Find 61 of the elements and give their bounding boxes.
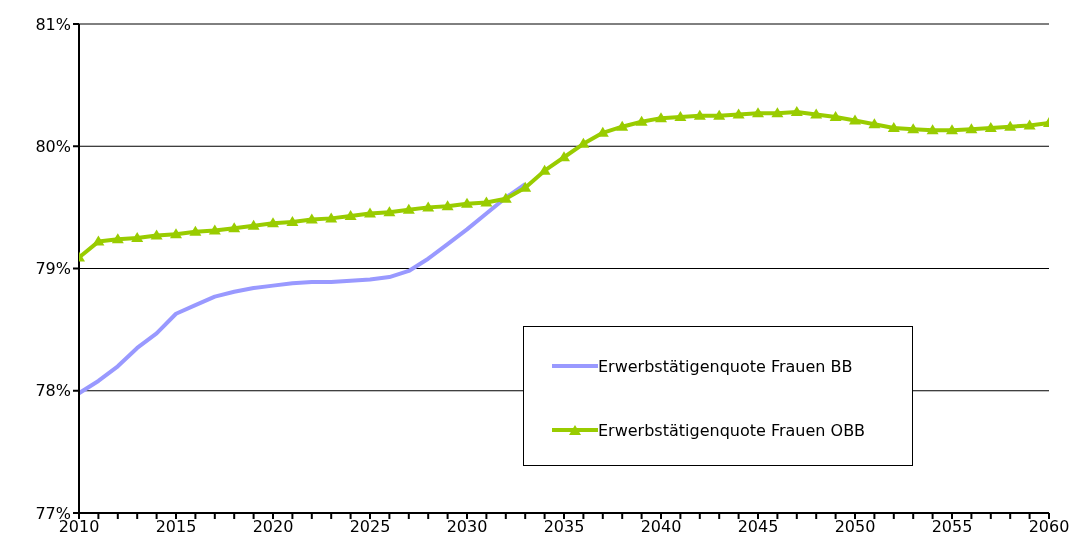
point [946, 124, 958, 135]
point [286, 216, 299, 227]
point [131, 231, 144, 242]
point [344, 209, 357, 220]
point [170, 228, 182, 239]
y-tick-label: 80% [35, 136, 71, 156]
point [422, 201, 435, 212]
point [441, 200, 454, 211]
point [810, 108, 823, 119]
point [1004, 120, 1017, 131]
x-tick-label: 2015 [155, 517, 197, 537]
point [965, 123, 978, 134]
point [771, 107, 784, 118]
x-tick-label: 2030 [446, 517, 488, 537]
point [655, 112, 667, 123]
point [635, 115, 648, 126]
point [790, 106, 803, 117]
x-tick-label: 2035 [543, 517, 585, 537]
point [868, 118, 881, 129]
point [267, 217, 279, 228]
y-tick-label: 78% [35, 381, 71, 401]
point [887, 121, 900, 132]
x-tick-label: 2025 [349, 517, 391, 537]
point [208, 224, 221, 235]
y-tick-label: 79% [35, 259, 71, 279]
x-tick-label: 2055 [931, 517, 973, 537]
point [616, 120, 629, 131]
point [926, 124, 939, 135]
point [752, 107, 764, 118]
point [92, 235, 105, 246]
point [247, 219, 260, 230]
legend-label: Erwerbstätigenquote Frauen OBB [598, 420, 866, 440]
point [693, 109, 706, 120]
point [674, 110, 687, 121]
x-tick-label: 2045 [737, 517, 779, 537]
point [364, 207, 376, 218]
point [499, 192, 512, 203]
point [111, 233, 124, 244]
legend-label: Erwerbstätigenquote Frauen BB [598, 356, 853, 376]
point [461, 197, 473, 208]
point [829, 110, 842, 121]
point [402, 203, 415, 214]
point [1023, 119, 1036, 130]
x-tick-label: 2060 [1028, 517, 1070, 537]
x-tick-label: 2050 [834, 517, 876, 537]
x-tick-label: 2040 [640, 517, 682, 537]
point [383, 206, 396, 217]
point [189, 225, 202, 236]
point [480, 196, 493, 207]
point [305, 213, 318, 224]
x-tick-label: 2020 [252, 517, 294, 537]
point [150, 229, 163, 240]
y-tick-label: 81% [35, 14, 71, 34]
point [538, 164, 551, 175]
point [713, 109, 726, 120]
point [984, 121, 997, 132]
point [228, 222, 241, 233]
point [849, 114, 861, 125]
point [325, 212, 338, 223]
point [732, 108, 745, 119]
point [907, 123, 920, 134]
